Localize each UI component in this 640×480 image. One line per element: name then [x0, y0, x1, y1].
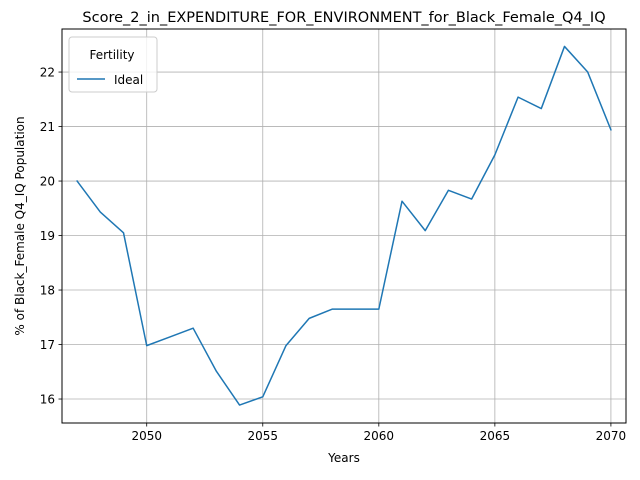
y-tick-label: 21 [40, 120, 55, 134]
y-axis-label: % of Black_Female Q4_IQ Population [13, 116, 27, 335]
y-gridlines [62, 71, 626, 400]
y-tick-label: 17 [40, 338, 55, 352]
y-tick-label: 19 [40, 229, 55, 243]
y-tick-label: 18 [40, 284, 55, 298]
x-tick-label: 2070 [596, 429, 627, 443]
series-line-ideal [76, 45, 612, 406]
legend-frame [68, 36, 158, 93]
legend-label: Ideal [114, 73, 143, 87]
x-tick-label: 2050 [131, 429, 162, 443]
plot-frame [61, 28, 627, 424]
plot-area [62, 29, 626, 423]
x-tick-label: 2055 [247, 429, 278, 443]
x-tick-label: 2065 [480, 429, 511, 443]
x-gridlines [146, 29, 612, 423]
y-tick-label: 16 [40, 393, 55, 407]
chart-title: Score_2_in_EXPENDITURE_FOR_ENVIRONMENT_f… [82, 10, 605, 26]
x-axis-label: Years [327, 451, 360, 465]
series-layer [76, 45, 612, 406]
legend: Fertility Ideal [68, 36, 158, 93]
y-tick-label: 22 [40, 66, 55, 80]
legend-title: Fertility [89, 48, 134, 62]
y-axis-ticks: 16 17 18 19 20 21 22 [40, 66, 62, 407]
x-tick-label: 2060 [364, 429, 395, 443]
y-tick-label: 20 [40, 175, 55, 189]
x-axis-ticks: 2050 2055 2060 2065 2070 [131, 423, 626, 443]
